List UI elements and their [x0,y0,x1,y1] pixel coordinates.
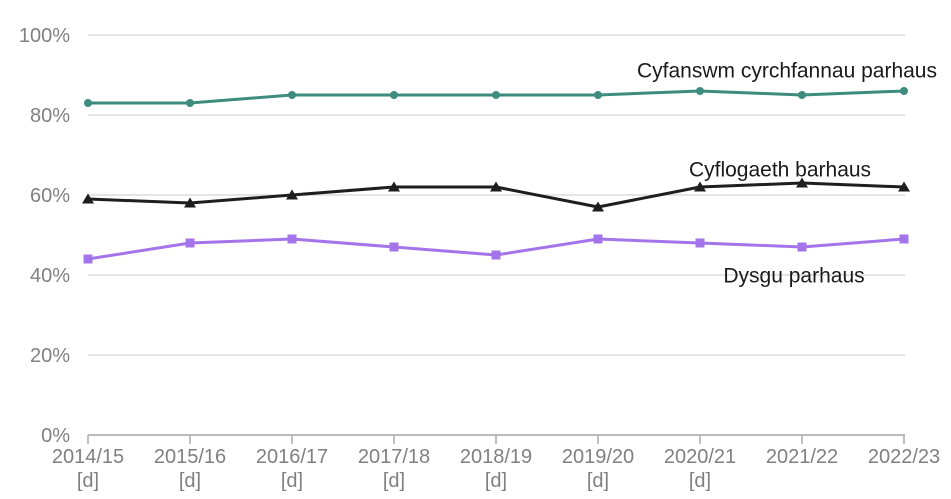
data-point-1-2 [286,189,298,200]
series-label-cyfanswm-cyrchfannau-parhaus: Cyfanswm cyrchfannau parhaus [637,59,937,83]
data-point-2-2 [287,234,297,244]
x-axis-footnote-6: [d] [689,470,711,492]
x-axis-footnote-5: [d] [587,470,609,492]
data-point-0-4 [492,91,500,99]
data-point-0-0 [84,99,92,107]
x-axis-footnote-3: [d] [383,470,405,492]
data-point-1-6 [694,181,706,192]
x-axis-footnote-0: [d] [77,470,99,492]
data-point-1-3 [388,181,400,192]
data-point-2-4 [491,250,501,260]
y-axis-label-60: 60% [30,185,70,207]
data-point-0-2 [288,91,296,99]
data-point-2-3 [389,242,399,252]
data-point-0-6 [696,87,704,95]
x-axis-label-5: 2019/20 [562,446,634,468]
x-axis-label-8: 2022/23 [868,446,940,468]
data-point-1-5 [592,201,604,212]
y-axis-label-80: 80% [30,105,70,127]
data-point-2-5 [593,234,603,244]
data-point-1-0 [82,193,94,204]
x-axis-footnote-1: [d] [179,470,201,492]
x-axis-label-1: 2015/16 [154,446,226,468]
y-axis-label-20: 20% [30,345,70,367]
data-point-2-6 [695,238,705,248]
x-axis-footnote-2: [d] [281,470,303,492]
data-point-0-8 [900,87,908,95]
data-point-1-8 [898,181,910,192]
data-point-0-5 [594,91,602,99]
x-axis-label-3: 2017/18 [358,446,430,468]
x-axis-label-0: 2014/15 [52,446,124,468]
data-point-2-1 [185,238,195,248]
data-point-2-7 [797,242,807,252]
x-axis-label-2: 2016/17 [256,446,328,468]
y-axis-label-0: 0% [41,425,70,447]
data-point-1-4 [490,181,502,192]
x-axis-label-7: 2021/22 [766,446,838,468]
y-axis-label-100: 100% [19,25,70,47]
x-axis-label-6: 2020/21 [664,446,736,468]
data-point-1-1 [184,197,196,208]
series-label-cyflogaeth-barhaus: Cyflogaeth barhaus [688,158,872,182]
series-label-dysgu-parhaus: Dysgu parhaus [723,264,865,288]
y-axis-label-40: 40% [30,265,70,287]
x-axis-label-4: 2018/19 [460,446,532,468]
data-point-1-7 [796,177,808,188]
data-point-0-1 [186,99,194,107]
x-axis-footnote-4: [d] [485,470,507,492]
data-point-0-3 [390,91,398,99]
data-point-2-0 [83,254,93,264]
data-point-0-7 [798,91,806,99]
data-point-2-8 [899,234,909,244]
